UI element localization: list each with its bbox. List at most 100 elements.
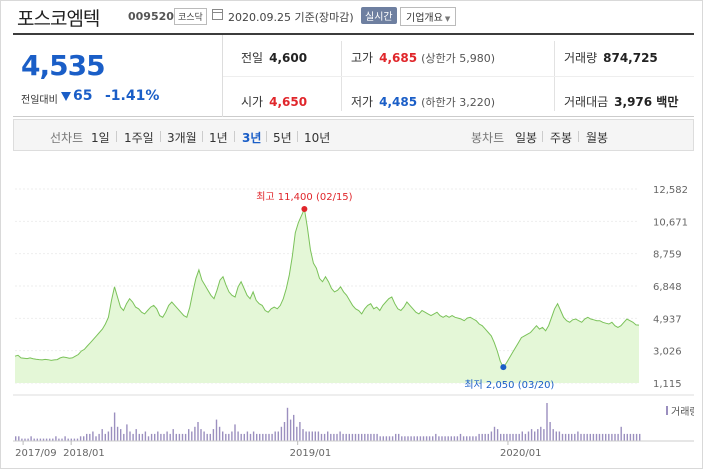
volume-bar — [512, 433, 514, 441]
stock-name[interactable]: 포스코엠텍 — [17, 8, 100, 30]
low-value: 4,485 — [379, 95, 418, 109]
volume-bar — [503, 433, 505, 441]
volume-bar — [462, 436, 465, 442]
tab-monthly[interactable]: 월봉 — [586, 131, 609, 145]
volume-bar — [172, 429, 174, 441]
volume-bar — [546, 403, 548, 441]
volume-bar — [413, 436, 415, 442]
company-info-button[interactable]: 기업개요 ▼ — [400, 7, 457, 26]
volume-bar — [395, 433, 397, 441]
volume-bar — [493, 426, 496, 442]
volume-bar — [496, 429, 499, 441]
volume-bar — [422, 436, 425, 442]
volume-bar — [351, 433, 354, 441]
tab-1w[interactable]: 1주일 — [124, 131, 154, 145]
volume-bar — [178, 433, 181, 441]
volume-bar — [18, 436, 20, 442]
volume-bar — [382, 436, 384, 442]
volume-bar — [92, 431, 94, 441]
volume-bar — [364, 433, 366, 441]
y-tick-label: 12,582 — [653, 185, 688, 196]
volume-bar — [160, 433, 162, 441]
tab-5y[interactable]: 5년 — [273, 131, 292, 145]
volume-bar — [203, 431, 205, 441]
volume-bar — [490, 431, 493, 441]
volume-bar — [323, 433, 326, 441]
volume-bar — [524, 433, 527, 441]
volume-bar — [231, 431, 233, 441]
volume-bar — [215, 419, 218, 441]
volume-bar — [574, 433, 576, 441]
volume-bar — [55, 436, 57, 442]
volume-bar — [456, 436, 459, 442]
volume-bar — [564, 433, 567, 441]
stat-prev-close: 전일 4,600 — [241, 49, 307, 66]
low-annotation: 최저 2,050 (03/20) — [464, 379, 554, 391]
tab-1y[interactable]: 1년 — [209, 131, 228, 145]
volume-bar — [410, 436, 412, 442]
x-tick-label: 2018/01 — [63, 448, 105, 459]
company-info-label: 기업개요 — [406, 13, 443, 24]
volume-bar — [246, 431, 249, 441]
volume-bar — [481, 433, 483, 441]
volume-bar — [379, 436, 381, 442]
volume-bar — [354, 433, 357, 441]
tab-separator — [266, 131, 267, 142]
tab-10y[interactable]: 10년 — [304, 131, 331, 145]
volume-bar — [95, 436, 97, 442]
volume-bar — [626, 433, 628, 441]
volume-bar — [107, 431, 110, 441]
volume-bar — [367, 433, 369, 441]
volume-bar — [317, 431, 320, 441]
volume-bar — [299, 422, 301, 441]
volume-bar — [67, 438, 69, 441]
volume-bar — [206, 433, 208, 441]
volume-bar — [555, 431, 557, 441]
volume-bar — [33, 438, 35, 441]
price-chart[interactable]: 12,582 10,671 8,759 6,848 4,937 3,026 1,115 최고 … — [13, 171, 694, 461]
volume-bar — [191, 431, 193, 441]
volume-bar — [73, 438, 76, 441]
chart-tab-bar: 선차트 1일 1주일 3개월 1년 3년 5년 10년 봉차트 일봉 주봉 월봉 — [13, 119, 694, 151]
y-tick-label: 10,671 — [653, 217, 688, 228]
volume-bar — [438, 436, 440, 442]
tab-3y[interactable]: 3년 — [242, 131, 262, 145]
volume-bar — [308, 431, 310, 441]
volume-bar — [27, 438, 29, 441]
volume-bar — [138, 433, 140, 441]
y-tick-label: 4,937 — [653, 314, 682, 325]
volume-bar — [540, 426, 542, 442]
volume-bar — [611, 433, 613, 441]
x-tick-label: 2020/01 — [500, 448, 542, 459]
volume-bar — [398, 433, 400, 441]
volume-bar — [36, 438, 38, 441]
volume-bar — [104, 433, 106, 441]
volume-bar — [348, 433, 350, 441]
prev-close-value: 4,600 — [269, 51, 308, 65]
volume-bar — [49, 438, 51, 441]
volume-bar — [120, 429, 122, 441]
volume-bar — [225, 433, 227, 441]
volume-bar — [583, 433, 585, 441]
volume-bar — [228, 433, 230, 441]
volume-bar — [391, 436, 394, 442]
stat-label: 시가 — [241, 95, 264, 109]
volume-bar — [200, 429, 202, 441]
stat-label: 거래대금 — [564, 95, 609, 109]
volume-bar — [632, 433, 635, 441]
tab-3m[interactable]: 3개월 — [167, 131, 197, 145]
tab-1d[interactable]: 1일 — [91, 131, 110, 145]
candle-chart-label: 봉차트 — [471, 131, 505, 145]
volume-bar — [209, 433, 211, 441]
realtime-button[interactable]: 실시간 — [361, 7, 397, 24]
tab-daily[interactable]: 일봉 — [515, 131, 538, 145]
tab-separator — [297, 131, 298, 142]
tab-weekly[interactable]: 주봉 — [550, 131, 573, 145]
volume-bar — [518, 433, 520, 441]
volume-bar — [527, 431, 530, 441]
volume-bar — [79, 436, 82, 442]
calendar-icon — [212, 9, 223, 20]
stat-low: 저가 4,485 (하한가 3,220) — [351, 93, 495, 110]
volume-bar — [509, 433, 511, 441]
